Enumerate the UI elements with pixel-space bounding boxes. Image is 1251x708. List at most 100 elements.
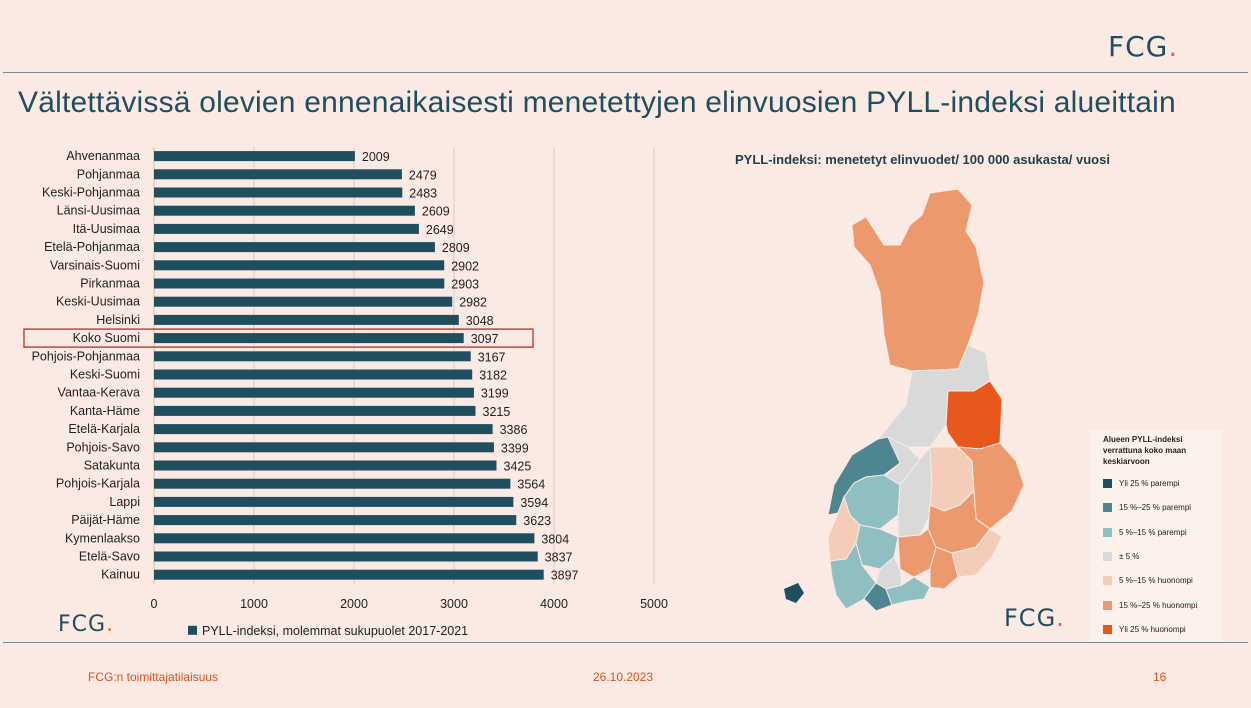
map-region-uusimaa [885,576,931,606]
legend-label: ± 5 % [1119,551,1140,561]
category-label: Pirkanmaa [80,277,140,291]
x-tick-label: 3000 [440,597,468,611]
legend-swatch [1103,600,1112,610]
legend-swatch [188,625,197,635]
category-label: Pohjois-Pohjanmaa [32,349,140,363]
data-label: 2902 [451,259,479,273]
bar [154,369,473,380]
data-label: 2903 [451,278,479,292]
data-label: 2009 [362,150,390,164]
legend-swatch [1103,527,1112,537]
bar [154,442,494,453]
bar [154,296,453,307]
data-label: 3199 [481,387,509,401]
category-label: Etelä-Savo [79,550,140,564]
map-legend-item: Yli 25 % parempi [1103,479,1179,488]
fcg-logo-map: FCG. [1004,604,1065,632]
bar [154,515,517,526]
legend-label: PYLL-indeksi, molemmat sukupuolet 2017-2… [202,624,468,638]
legend-label: 5 %–15 % huonompi [1119,576,1193,586]
category-label: Pohjois-Savo [66,440,140,454]
data-label: 3897 [551,569,579,583]
bar [154,551,538,562]
category-label: Keski-Uusimaa [56,295,140,309]
category-label: Keski-Pohjanmaa [42,186,140,200]
legend-label: Yli 25 % huonompi [1119,624,1186,634]
x-tick-label: 1000 [240,597,268,611]
data-label: 3399 [501,441,529,455]
category-label: Pohjanmaa [77,167,140,181]
map-legend-box [1090,430,1222,642]
bar [154,460,497,471]
map-legend-title: Alueen PYLL-indeksi verrattuna koko maan… [1103,435,1187,466]
bar [154,387,474,398]
data-label: 3564 [517,478,545,492]
legend-label: 5 %–15 % parempi [1119,527,1187,537]
category-label: Ahvenanmaa [66,149,140,163]
map-legend-item: 5 %–15 % parempi [1103,527,1187,537]
category-label: Kymenlaakso [65,531,140,545]
bar [154,333,464,344]
data-label: 2483 [409,187,437,201]
legend-swatch [1103,551,1112,561]
category-label: Pohjois-Karjala [56,477,140,491]
map-legend-item: 15 %–25 % parempi [1103,503,1192,513]
map-subtitle: PYLL-indeksi: menetetyt elinvuodet/ 100 … [735,152,1110,167]
fcg-logo-top: FCG. [1108,30,1179,63]
map-legend-item: 5 %–15 % huonompi [1103,576,1193,586]
map-region-pohjois-karjala [956,442,1025,530]
category-label: Etelä-Karjala [68,422,140,436]
bar [154,223,419,234]
fcg-logo-chart: FCG. [58,612,115,637]
data-label: 3804 [541,532,569,546]
category-label: Kanta-Häme [70,404,140,418]
map-region-etela-karjala [951,528,1003,578]
data-label: 2479 [409,168,437,182]
x-tick-label: 4000 [540,597,568,611]
data-label: 3097 [471,332,499,346]
bar [154,151,355,162]
legend-swatch [1103,479,1112,488]
data-label: 2649 [426,223,454,237]
footer-page-number: 16 [1153,670,1167,684]
bar [154,496,514,507]
data-label: 3386 [500,423,528,437]
category-label: Länsi-Uusimaa [57,204,140,218]
map-region-ahvenanmaa [784,583,804,603]
legend-label: 15 %–25 % parempi [1119,503,1192,513]
footer-divider [3,642,1248,643]
bar [154,405,476,416]
category-label: Kainuu [101,568,140,582]
legend-label: Yli 25 % parempi [1119,479,1180,488]
page-title: Vältettävissä olevien ennenaikaisesti me… [18,86,1176,119]
pyll-bar-chart: Ahvenanmaa 2009 Pohjanmaa 2479 Keski-Pohjanm… [23,147,668,638]
bar [154,351,471,362]
map-legend-item: ± 5 % [1103,551,1140,561]
bar [154,314,459,325]
legend-swatch [1103,503,1112,513]
x-tick-label: 2000 [340,597,368,611]
legend-swatch [1103,576,1112,586]
category-label: Varsinais-Suomi [50,258,140,272]
data-label: 3215 [483,405,511,419]
category-label: Itä-Uusimaa [73,222,140,236]
legend-label: 15 %–25 % huonompi [1119,600,1198,610]
data-label: 3425 [504,460,532,474]
map-region-kainuu [945,380,1003,450]
category-label: Koko Suomi [73,331,140,345]
highlight-box [23,328,534,348]
bar [154,278,445,289]
x-tick-label: 5000 [640,597,668,611]
header-divider [3,72,1248,73]
footer-date: 26.10.2023 [593,670,654,684]
category-label: Keski-Suomi [70,368,140,382]
category-label: Helsinki [96,313,140,327]
data-label: 3167 [478,350,506,364]
bar [154,205,415,216]
bar [154,242,435,253]
x-tick-label: 0 [151,597,158,611]
data-label: 2982 [459,296,487,310]
category-label: Vantaa-Kerava [58,386,141,400]
category-label: Etelä-Pohjanmaa [44,240,140,254]
